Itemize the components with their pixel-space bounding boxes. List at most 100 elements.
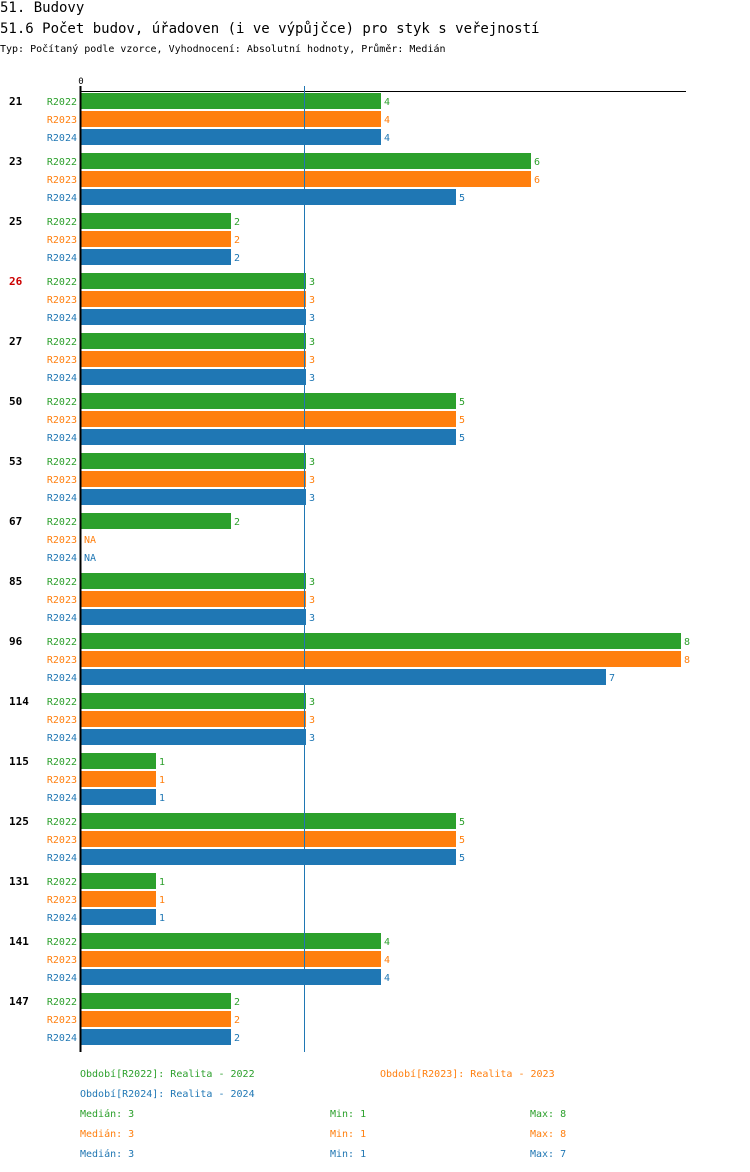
value-label-125-R2023: 5 — [459, 835, 465, 846]
value-label-96-R2022: 8 — [684, 637, 690, 648]
value-label-147-R2024: 2 — [234, 1033, 240, 1044]
value-label-53-R2022: 3 — [309, 457, 315, 468]
value-label-114-R2023: 3 — [309, 715, 315, 726]
value-label-85-R2023: 3 — [309, 595, 315, 606]
value-label-27-R2023: 3 — [309, 355, 315, 366]
value-label-114-R2022: 3 — [309, 697, 315, 708]
bar-23-R2024 — [81, 189, 456, 205]
bar-21-R2024 — [81, 129, 381, 145]
value-label-25-R2024: 2 — [234, 253, 240, 264]
value-label-131-R2022: 1 — [159, 877, 165, 888]
bar-27-R2024 — [81, 369, 306, 385]
na-label-67-R2023: NA — [84, 535, 96, 546]
category-label-27: 27 — [9, 335, 22, 348]
category-label-23: 23 — [9, 155, 22, 168]
value-label-23-R2024: 5 — [459, 193, 465, 204]
value-label-125-R2022: 5 — [459, 817, 465, 828]
value-label-26-R2024: 3 — [309, 313, 315, 324]
bar-21-R2023 — [81, 111, 381, 127]
stat-min-r2022: Min: 1 — [330, 1109, 367, 1120]
bar-125-R2022 — [81, 813, 456, 829]
value-label-147-R2022: 2 — [234, 997, 240, 1008]
bar-27-R2022 — [81, 333, 306, 349]
series-label-67-R2022: R2022 — [47, 517, 77, 528]
category-label-50: 50 — [9, 395, 22, 408]
bar-114-R2023 — [81, 711, 306, 727]
series-label-26-R2022: R2022 — [47, 277, 77, 288]
value-label-50-R2022: 5 — [459, 397, 465, 408]
value-label-115-R2022: 1 — [159, 757, 165, 768]
series-label-27-R2024: R2024 — [47, 373, 77, 384]
bar-25-R2022 — [81, 213, 231, 229]
bar-53-R2023 — [81, 471, 306, 487]
series-label-147-R2022: R2022 — [47, 997, 77, 1008]
series-label-147-R2023: R2023 — [47, 1015, 77, 1026]
bar-25-R2024 — [81, 249, 231, 265]
bar-125-R2024 — [81, 849, 456, 865]
bar-27-R2023 — [81, 351, 306, 367]
x-axis-zero-label: 0 — [78, 77, 83, 87]
category-label-147: 147 — [9, 995, 29, 1008]
page-title: 51. Budovy — [0, 0, 85, 16]
value-label-114-R2024: 3 — [309, 733, 315, 744]
bar-147-R2022 — [81, 993, 231, 1009]
bar-26-R2024 — [81, 309, 306, 325]
bar-50-R2023 — [81, 411, 456, 427]
series-label-53-R2022: R2022 — [47, 457, 77, 468]
value-label-115-R2024: 1 — [159, 793, 165, 804]
series-label-53-R2023: R2023 — [47, 475, 77, 486]
value-label-21-R2022: 4 — [384, 97, 390, 108]
bar-53-R2024 — [81, 489, 306, 505]
value-label-23-R2022: 6 — [534, 157, 540, 168]
bar-141-R2024 — [81, 969, 381, 985]
legend-r2023: Období[R2023]: Realita - 2023 — [380, 1069, 555, 1080]
series-label-50-R2022: R2022 — [47, 397, 77, 408]
stat-min-r2024: Min: 1 — [330, 1149, 367, 1160]
series-label-25-R2024: R2024 — [47, 253, 77, 264]
series-label-125-R2022: R2022 — [47, 817, 77, 828]
stat-max-r2023: Max: 8 — [530, 1129, 567, 1140]
series-label-96-R2024: R2024 — [47, 673, 77, 684]
bar-114-R2022 — [81, 693, 306, 709]
series-label-115-R2023: R2023 — [47, 775, 77, 786]
series-label-50-R2023: R2023 — [47, 415, 77, 426]
value-label-131-R2024: 1 — [159, 913, 165, 924]
stat-min-r2023: Min: 1 — [330, 1129, 367, 1140]
bar-21-R2022 — [81, 93, 381, 109]
value-label-50-R2023: 5 — [459, 415, 465, 426]
bar-115-R2023 — [81, 771, 156, 787]
series-label-27-R2022: R2022 — [47, 337, 77, 348]
series-label-85-R2023: R2023 — [47, 595, 77, 606]
series-label-114-R2024: R2024 — [47, 733, 77, 744]
value-label-27-R2022: 3 — [309, 337, 315, 348]
value-label-21-R2023: 4 — [384, 115, 390, 126]
series-label-21-R2024: R2024 — [47, 133, 77, 144]
series-label-26-R2023: R2023 — [47, 295, 77, 306]
category-label-53: 53 — [9, 455, 22, 468]
category-label-115: 115 — [9, 755, 29, 768]
value-label-67-R2022: 2 — [234, 517, 240, 528]
category-label-85: 85 — [9, 575, 22, 588]
series-label-26-R2024: R2024 — [47, 313, 77, 324]
series-label-21-R2022: R2022 — [47, 97, 77, 108]
bar-96-R2022 — [81, 633, 681, 649]
bar-147-R2023 — [81, 1011, 231, 1027]
chart-meta: Typ: Počítaný podle vzorce, Vyhodnocení:… — [0, 44, 446, 55]
value-label-141-R2022: 4 — [384, 937, 390, 948]
bar-141-R2022 — [81, 933, 381, 949]
legend-r2024: Období[R2024]: Realita - 2024 — [80, 1089, 255, 1100]
bar-85-R2023 — [81, 591, 306, 607]
series-label-115-R2024: R2024 — [47, 793, 77, 804]
series-label-96-R2023: R2023 — [47, 655, 77, 666]
bar-50-R2024 — [81, 429, 456, 445]
value-label-26-R2022: 3 — [309, 277, 315, 288]
bar-23-R2023 — [81, 171, 531, 187]
bar-96-R2023 — [81, 651, 681, 667]
stat-max-r2024: Max: 7 — [530, 1149, 567, 1160]
value-label-27-R2024: 3 — [309, 373, 315, 384]
bar-85-R2024 — [81, 609, 306, 625]
value-label-96-R2023: 8 — [684, 655, 690, 666]
series-label-27-R2023: R2023 — [47, 355, 77, 366]
value-label-25-R2022: 2 — [234, 217, 240, 228]
